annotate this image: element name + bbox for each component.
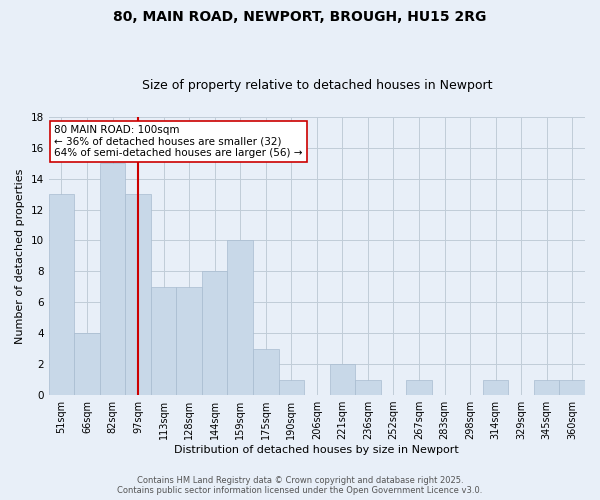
Text: 80 MAIN ROAD: 100sqm
← 36% of detached houses are smaller (32)
64% of semi-detac: 80 MAIN ROAD: 100sqm ← 36% of detached h… [54, 125, 302, 158]
Bar [49, 194, 74, 395]
Bar [406, 380, 432, 395]
Bar [278, 380, 304, 395]
Bar [125, 194, 151, 395]
X-axis label: Distribution of detached houses by size in Newport: Distribution of detached houses by size … [175, 445, 459, 455]
Bar [100, 163, 125, 395]
Text: 80, MAIN ROAD, NEWPORT, BROUGH, HU15 2RG: 80, MAIN ROAD, NEWPORT, BROUGH, HU15 2RG [113, 10, 487, 24]
Bar [559, 380, 585, 395]
Bar [534, 380, 559, 395]
Y-axis label: Number of detached properties: Number of detached properties [15, 168, 25, 344]
Bar [151, 287, 176, 395]
Bar [329, 364, 355, 395]
Bar [74, 333, 100, 395]
Bar [202, 272, 227, 395]
Bar [483, 380, 508, 395]
Title: Size of property relative to detached houses in Newport: Size of property relative to detached ho… [142, 79, 492, 92]
Text: Contains HM Land Registry data © Crown copyright and database right 2025.
Contai: Contains HM Land Registry data © Crown c… [118, 476, 482, 495]
Bar [253, 348, 278, 395]
Bar [176, 287, 202, 395]
Bar [227, 240, 253, 395]
Bar [355, 380, 380, 395]
